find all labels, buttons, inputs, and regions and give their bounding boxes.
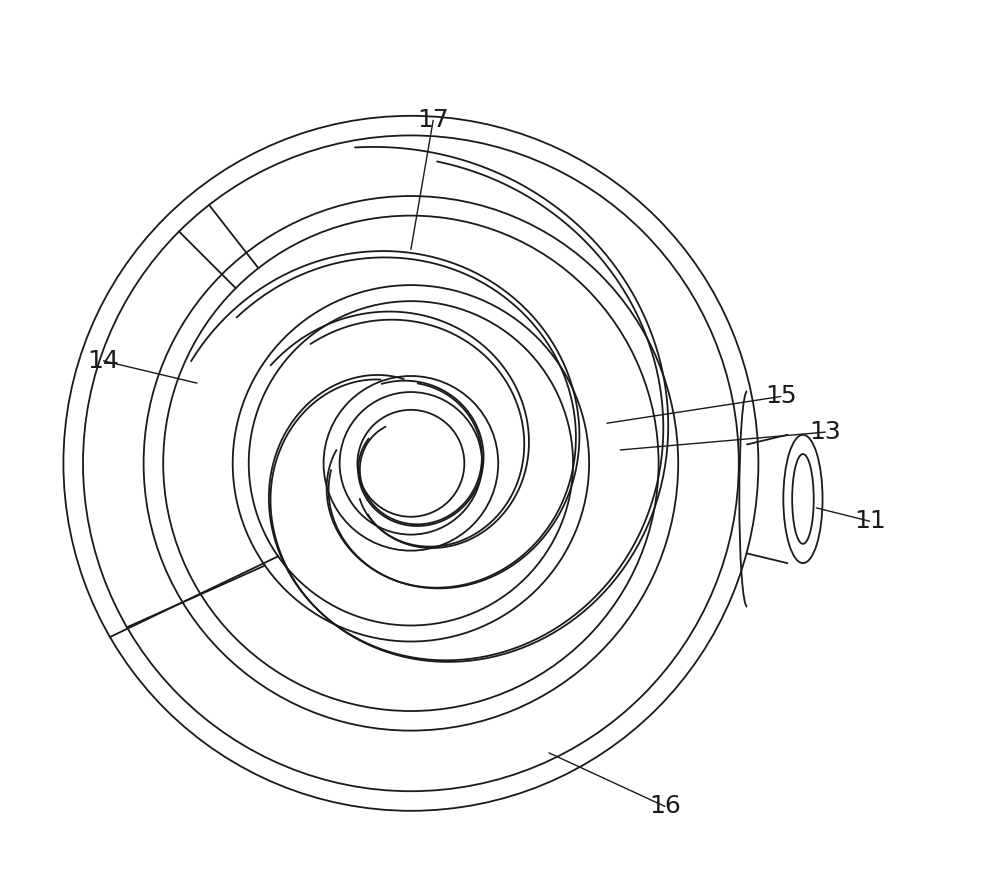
Text: 13: 13 [809,421,841,444]
Text: 15: 15 [765,385,796,408]
Text: 14: 14 [88,349,119,372]
Text: 16: 16 [649,795,681,818]
Text: 17: 17 [417,109,449,132]
Text: 11: 11 [854,510,886,533]
